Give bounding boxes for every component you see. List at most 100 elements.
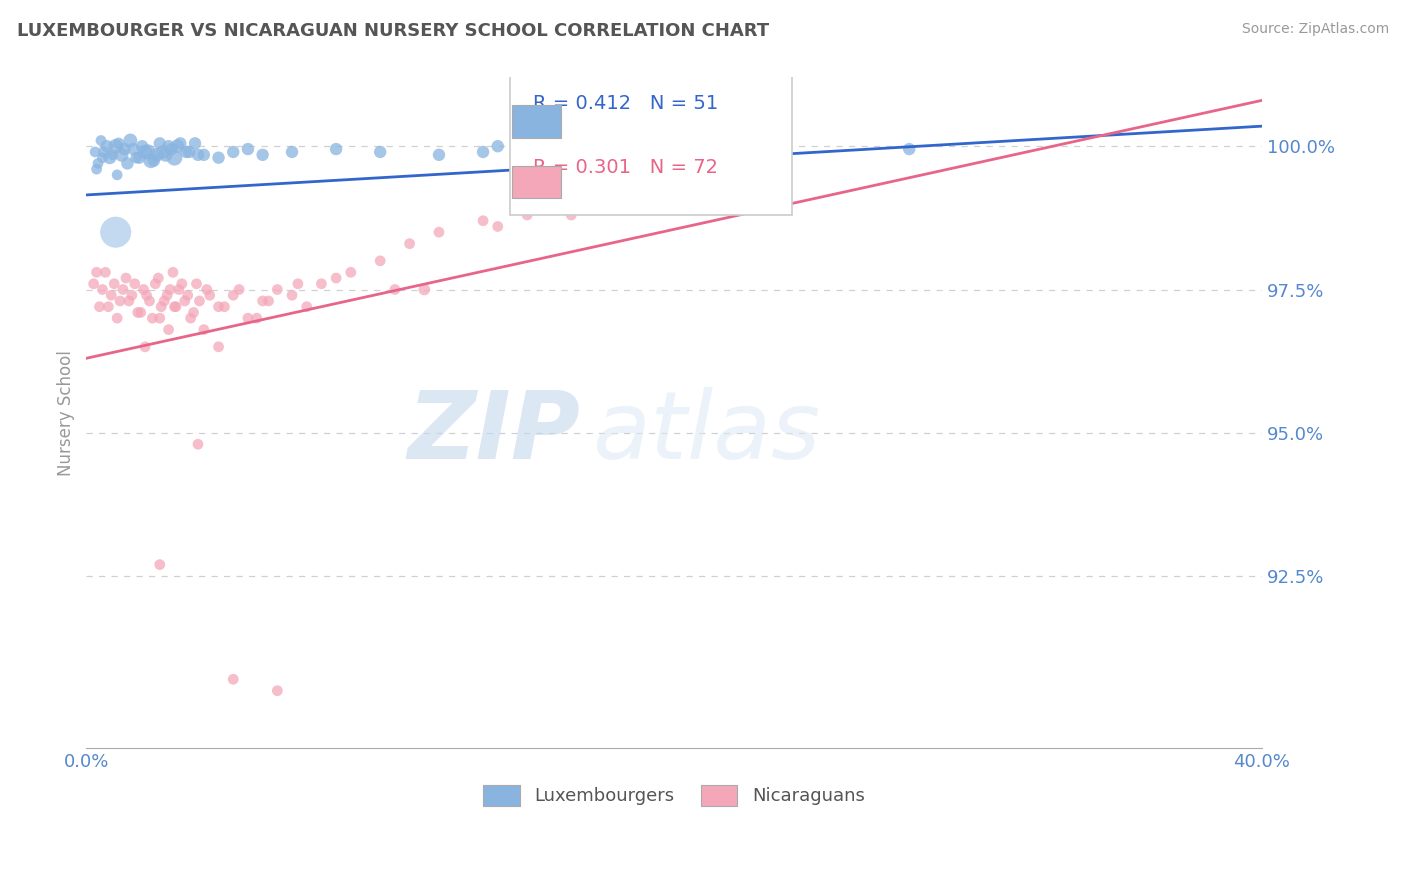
Point — [413, 283, 436, 297]
Point — [486, 219, 509, 234]
Point — [266, 283, 288, 297]
Point — [91, 283, 114, 297]
Point — [222, 288, 245, 302]
Point — [214, 300, 236, 314]
Point — [100, 288, 122, 302]
Point — [187, 148, 209, 162]
Point — [546, 136, 568, 151]
Point — [149, 136, 172, 151]
Point — [427, 148, 450, 162]
Point — [122, 142, 145, 156]
Point — [368, 145, 391, 159]
Point — [87, 156, 110, 170]
Point — [156, 288, 179, 302]
Point — [157, 323, 180, 337]
Point — [246, 311, 269, 326]
Point — [139, 153, 162, 168]
Point — [135, 288, 157, 302]
Point — [311, 277, 333, 291]
Point — [90, 133, 112, 147]
Point — [163, 151, 186, 165]
Point — [222, 145, 245, 159]
Point — [114, 142, 136, 156]
Point — [107, 136, 129, 151]
Point — [195, 283, 218, 297]
Point — [325, 142, 347, 156]
Point — [162, 265, 184, 279]
Text: R = 0.301   N = 72: R = 0.301 N = 72 — [533, 158, 718, 177]
Point — [142, 153, 165, 168]
Point — [170, 277, 193, 291]
Point — [180, 311, 202, 326]
FancyBboxPatch shape — [512, 166, 561, 198]
Point — [222, 672, 245, 686]
Text: Source: ZipAtlas.com: Source: ZipAtlas.com — [1241, 22, 1389, 37]
Point — [165, 300, 187, 314]
Point — [486, 139, 509, 153]
Point — [98, 151, 121, 165]
Point — [560, 208, 582, 222]
Point — [138, 293, 160, 308]
Point — [128, 151, 150, 165]
Text: LUXEMBOURGER VS NICARAGUAN NURSERY SCHOOL CORRELATION CHART: LUXEMBOURGER VS NICARAGUAN NURSERY SCHOO… — [17, 22, 769, 40]
Point — [127, 305, 149, 319]
Point — [174, 145, 197, 159]
Point — [105, 168, 128, 182]
Point — [384, 283, 406, 297]
Point — [398, 236, 420, 251]
Point — [167, 283, 190, 297]
Point — [101, 148, 124, 162]
Point — [257, 293, 280, 308]
Point — [169, 136, 191, 151]
Point — [188, 293, 211, 308]
Point — [193, 323, 215, 337]
Point — [605, 185, 627, 199]
Point — [173, 293, 195, 308]
Point — [575, 196, 598, 211]
Point — [134, 340, 156, 354]
Point — [149, 311, 172, 326]
Point — [121, 288, 143, 302]
Point — [183, 305, 205, 319]
Point — [281, 145, 304, 159]
Point — [120, 133, 142, 147]
Point — [125, 151, 148, 165]
Point — [149, 558, 172, 572]
Point — [104, 139, 127, 153]
Point — [281, 288, 304, 302]
Point — [136, 145, 159, 159]
Point — [236, 311, 259, 326]
Point — [131, 139, 153, 153]
FancyBboxPatch shape — [509, 74, 792, 215]
Point — [159, 283, 181, 297]
Point — [94, 265, 117, 279]
Point — [86, 162, 108, 177]
Point — [198, 288, 221, 302]
Point — [103, 277, 125, 291]
Point — [252, 148, 274, 162]
Point — [153, 293, 176, 308]
Point — [118, 293, 141, 308]
Point — [155, 148, 177, 162]
Point — [152, 145, 174, 159]
Point — [150, 300, 173, 314]
Text: ZIP: ZIP — [408, 387, 581, 479]
Point — [129, 305, 152, 319]
Point — [207, 340, 229, 354]
Point — [207, 300, 229, 314]
Point — [134, 145, 156, 159]
Point — [93, 145, 115, 159]
Point — [287, 277, 309, 291]
Point — [325, 271, 347, 285]
Point — [115, 271, 138, 285]
Point — [132, 283, 155, 297]
Point — [193, 148, 215, 162]
Point — [516, 208, 538, 222]
FancyBboxPatch shape — [512, 105, 561, 137]
Point — [207, 151, 229, 165]
Point — [104, 225, 127, 239]
Point — [340, 265, 363, 279]
Point — [146, 148, 169, 162]
Point — [91, 151, 114, 165]
Text: atlas: atlas — [592, 387, 820, 478]
